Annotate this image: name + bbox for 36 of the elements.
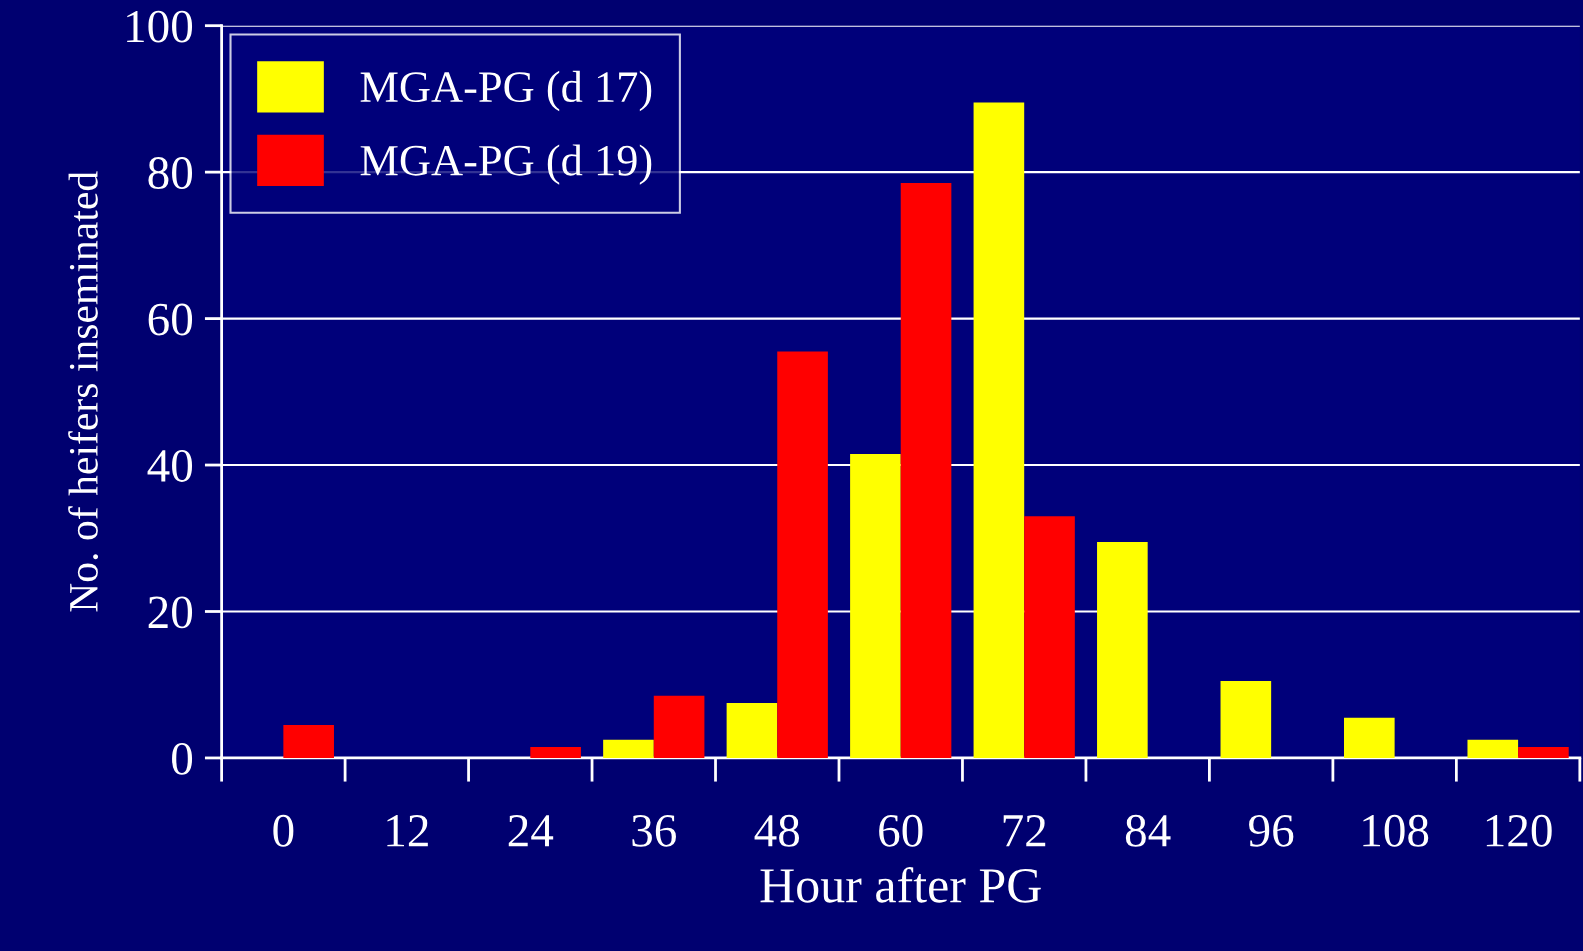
y-tick-label: 40 [147,450,193,482]
y-axis-title: No. of heifers inseminated [68,171,99,612]
y-tick-label: 60 [148,303,193,336]
bar [1097,541,1148,758]
bar [1220,681,1272,758]
bar [1344,717,1395,758]
bar [603,739,654,758]
bar [1024,516,1075,758]
x-tick-label: 84 [1125,814,1171,847]
x-tick-label: 24 [508,815,554,847]
bar [777,351,828,758]
y-tick-label: 0 [172,742,193,775]
y-tick-label: 100 [127,10,193,43]
y-tick-label: 20 [148,596,193,629]
x-tick-label: 0 [273,814,294,847]
bar [973,102,1025,758]
x-tick-label: 48 [754,814,800,847]
y-tick-label: 80 [148,157,193,189]
bar [900,183,952,758]
x-tick-label: 72 [1003,815,1046,847]
x-tick-label: 96 [1249,815,1294,847]
legend-label: MGA-PG (d 17) [360,70,652,112]
x-tick-label: 12 [387,815,428,847]
x-axis-title: Hour after PG [760,866,1041,903]
x-tick-label: 36 [632,815,676,847]
x-tick-label: 60 [879,814,923,847]
bar [1467,739,1519,758]
x-tick-label: 120 [1486,814,1552,847]
bar [283,724,334,758]
bar [653,695,705,758]
bar [1518,746,1569,758]
bar [850,454,901,758]
x-tick-label: 108 [1363,814,1429,847]
bar [726,703,778,758]
legend-label: MGA-PG (d 19) [360,144,652,185]
bar [530,746,581,758]
